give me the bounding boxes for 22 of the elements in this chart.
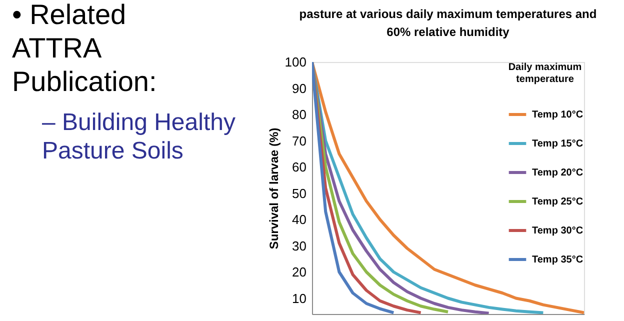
- y-tick-label: 50: [292, 186, 306, 201]
- legend-title: Daily maximum temperature: [508, 62, 582, 85]
- text: 60% relative humidity: [386, 25, 510, 39]
- y-tick-label: 60: [292, 160, 306, 174]
- y-tick-label: 80: [292, 107, 306, 122]
- legend-label: Temp 30°C: [532, 226, 584, 236]
- y-tick-label: 90: [292, 80, 306, 96]
- y-tick-label: 10: [292, 290, 306, 306]
- y-tick-label: 30: [292, 238, 306, 254]
- legend-label: Temp 20°C: [532, 168, 584, 178]
- text: • Related ATTRA Publication:: [12, 0, 157, 98]
- text: – Building Healthy Pasture Soils: [42, 108, 236, 165]
- legend-label: Temp 25°C: [532, 196, 584, 208]
- legend-label: Temp 35°C: [532, 254, 584, 266]
- y-tick-label: 40: [292, 212, 306, 227]
- text: pasture at various daily maximum temperatures and: [299, 7, 597, 21]
- y-axis-title: Survival of larvae (%): [266, 128, 281, 250]
- legend-label: Temp 10°C: [532, 110, 584, 120]
- y-tick-label: 100: [284, 54, 306, 70]
- y-tick-label: 20: [292, 264, 306, 280]
- legend-label: Temp 15°C: [532, 138, 584, 150]
- y-tick-label: 70: [292, 133, 306, 148]
